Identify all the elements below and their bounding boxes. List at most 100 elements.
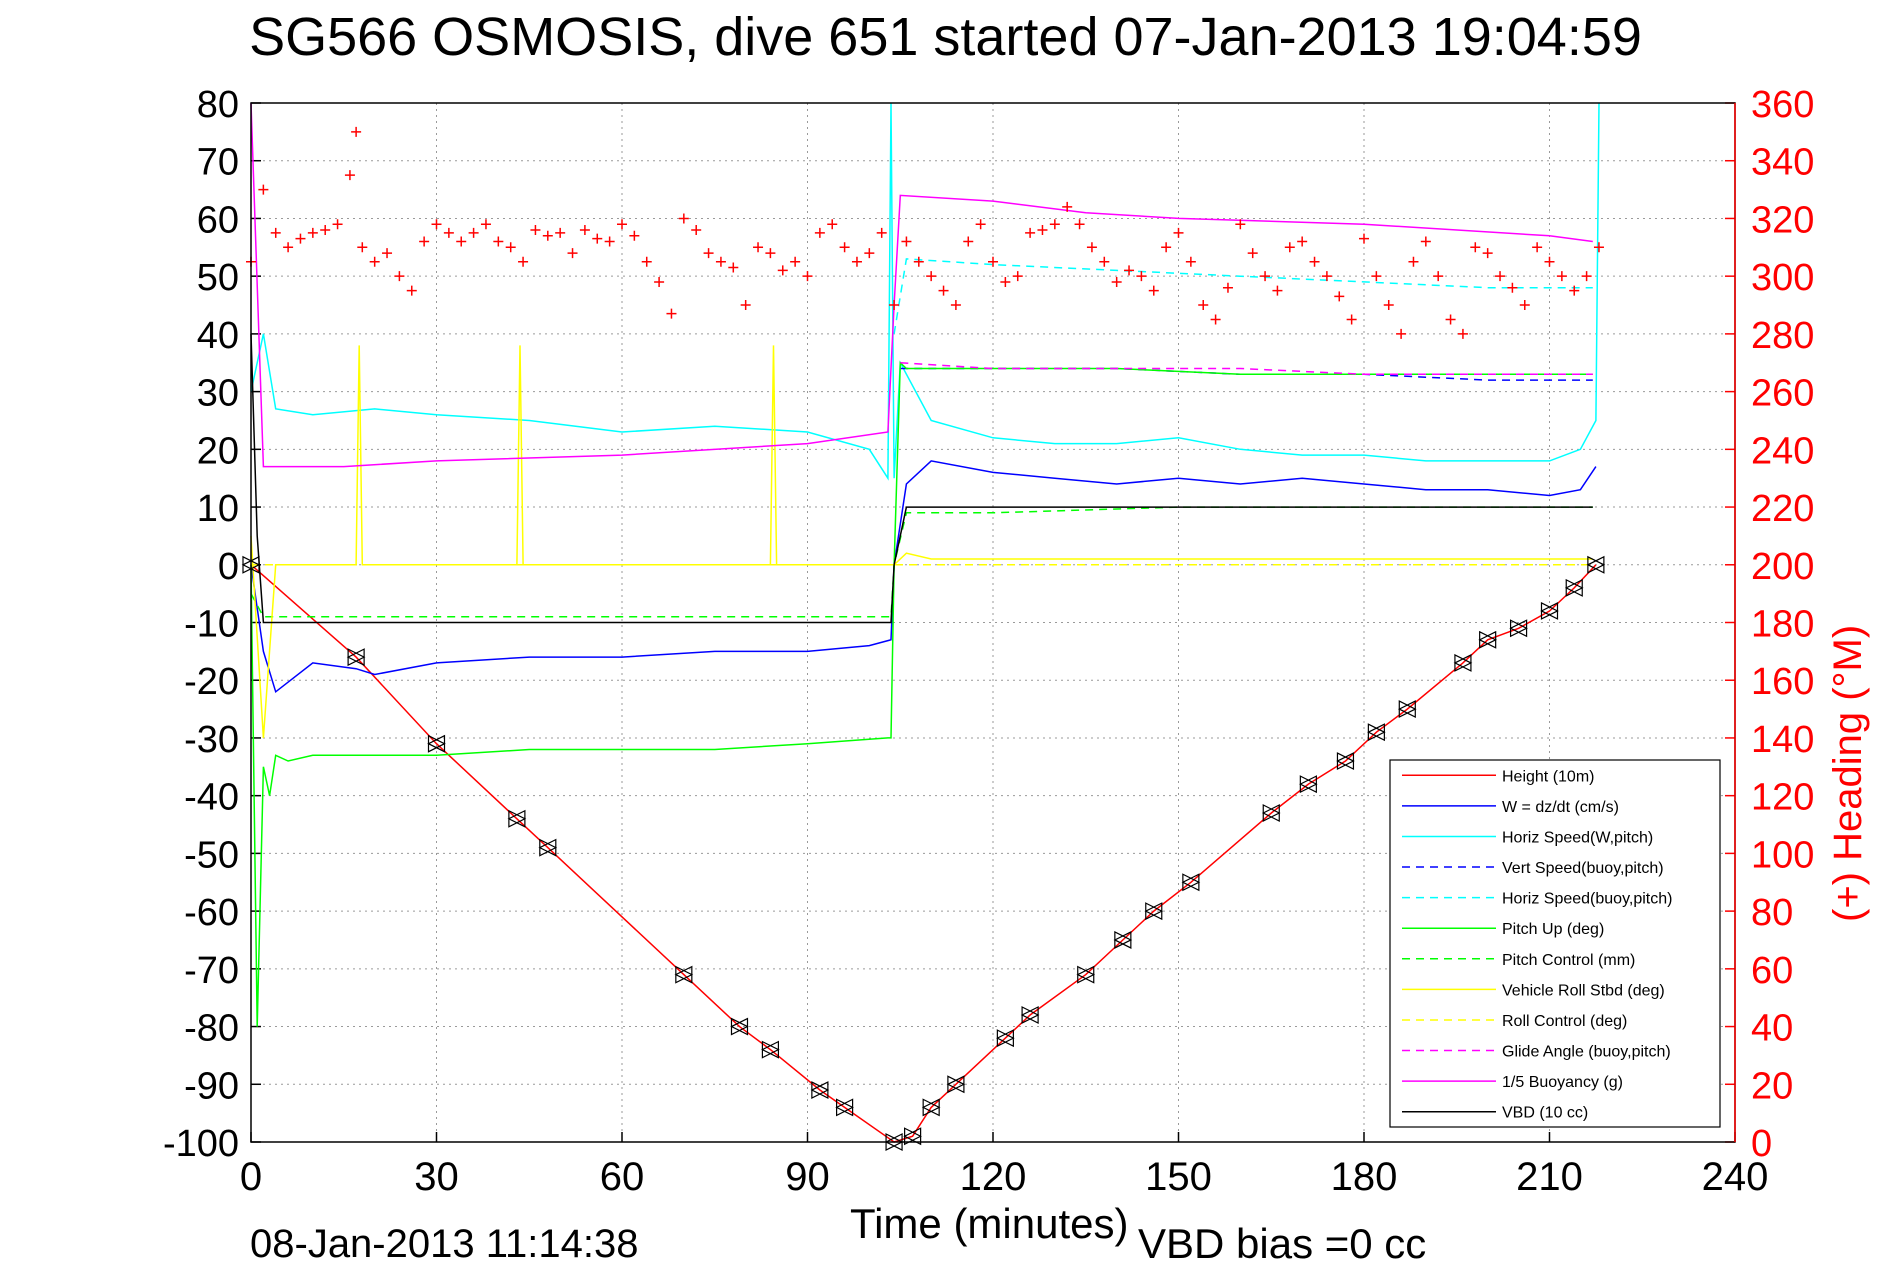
heading-point — [864, 248, 875, 259]
right-tick-label: 340 — [1751, 142, 1814, 184]
legend-label: VBD (10 cc) — [1502, 1105, 1588, 1122]
heading-point — [1148, 285, 1159, 296]
heading-point — [579, 224, 590, 235]
heading-point — [1544, 256, 1555, 267]
heading-point — [617, 219, 627, 230]
heading-point — [1457, 328, 1468, 339]
heading-point — [1371, 271, 1382, 282]
heading-point — [505, 242, 516, 253]
heading-point — [468, 227, 479, 238]
heading-point — [988, 256, 998, 267]
heading-point — [1062, 201, 1073, 212]
heading-point — [1334, 291, 1345, 302]
y-tick-label: 0 — [218, 546, 239, 588]
height-marker — [921, 1098, 941, 1117]
heading-point — [654, 276, 665, 287]
heading-point — [351, 126, 362, 137]
y-tick-label: -10 — [184, 604, 239, 646]
y-tick-label: -50 — [184, 834, 239, 876]
height-marker — [427, 734, 446, 753]
heading-point — [1408, 256, 1419, 267]
height-marker — [674, 965, 694, 984]
heading-point — [542, 230, 553, 241]
heading-point — [851, 256, 862, 267]
heading-point — [926, 271, 937, 282]
y-tick-label: 50 — [197, 257, 239, 299]
legend-label: Pitch Up (deg) — [1502, 921, 1604, 938]
heading-point — [332, 219, 343, 230]
height-marker — [903, 1127, 922, 1146]
right-tick-label: 260 — [1751, 373, 1814, 415]
legend-box — [1389, 759, 1721, 1128]
heading-point — [1581, 271, 1592, 282]
vbd-bias-label: VBD bias =0 cc — [1138, 1220, 1427, 1267]
y-tick-label: 70 — [197, 142, 239, 184]
heading-point — [678, 213, 689, 224]
height-marker — [810, 1081, 830, 1100]
right-tick-label: 60 — [1751, 950, 1793, 992]
heading-point — [258, 184, 269, 195]
right-tick-label: 280 — [1751, 315, 1814, 357]
height-marker — [1336, 752, 1355, 771]
heading-point — [1086, 242, 1097, 253]
y-tick-label: -60 — [184, 892, 239, 934]
heading-point — [1025, 227, 1036, 238]
heading-point — [1519, 300, 1530, 311]
heading-point — [1495, 271, 1506, 282]
series-horiz-speed-buoy-pitch — [893, 258, 1593, 335]
heading-point — [913, 256, 924, 267]
x-tick-label: 150 — [1145, 1155, 1212, 1199]
heading-point — [1359, 233, 1369, 244]
height-marker — [1367, 723, 1386, 742]
heading-point — [394, 271, 405, 282]
right-tick-label: 140 — [1751, 719, 1814, 761]
legend-label: Height (10m) — [1502, 768, 1594, 785]
heading-point — [1284, 242, 1295, 253]
heading-point — [443, 227, 454, 238]
heading-point — [1321, 271, 1332, 282]
legend-label: W = dz/dt (cm/s) — [1502, 799, 1619, 816]
heading-point — [1272, 285, 1283, 296]
heading-point — [431, 219, 442, 230]
right-tick-label: 220 — [1751, 488, 1814, 530]
heading-point — [666, 308, 677, 319]
heading-point — [1420, 236, 1431, 247]
y-tick-label: -100 — [163, 1123, 239, 1165]
y-tick-label: 20 — [197, 430, 239, 472]
legend-label: Vert Speed(buoy,pitch) — [1502, 860, 1664, 877]
y-tick-label: 80 — [197, 84, 239, 126]
height-marker — [507, 809, 527, 828]
heading-point — [715, 256, 726, 267]
heading-point — [530, 224, 541, 235]
heading-point — [728, 262, 739, 273]
height-marker — [1113, 931, 1133, 949]
height-marker — [996, 1029, 1015, 1048]
heading-point — [1445, 314, 1456, 325]
heading-point — [493, 236, 504, 247]
heading-point — [641, 256, 652, 267]
height-marker — [761, 1040, 780, 1059]
heading-point — [320, 224, 331, 235]
legend-label: Pitch Control (mm) — [1502, 952, 1635, 969]
heading-point — [839, 242, 850, 253]
heading-point — [1433, 271, 1444, 282]
heading-point — [456, 236, 467, 247]
heading-point — [1074, 219, 1085, 230]
heading-point — [1507, 282, 1518, 293]
heading-point — [1124, 265, 1135, 276]
series-heading-m — [246, 126, 1604, 339]
y-tick-label: -90 — [184, 1065, 239, 1107]
height-marker — [1509, 619, 1528, 638]
right-tick-label: 0 — [1751, 1123, 1772, 1165]
heading-point — [1198, 300, 1209, 311]
heading-point — [344, 170, 355, 181]
heading-point — [1482, 248, 1493, 259]
heading-point — [740, 300, 751, 311]
y-tick-label: -80 — [184, 1008, 239, 1050]
right-tick-label: 180 — [1751, 604, 1814, 646]
heading-point — [1297, 236, 1308, 247]
heading-point — [357, 242, 368, 253]
heading-point — [1247, 248, 1258, 259]
height-marker — [1540, 601, 1559, 620]
heading-point — [1532, 242, 1543, 253]
